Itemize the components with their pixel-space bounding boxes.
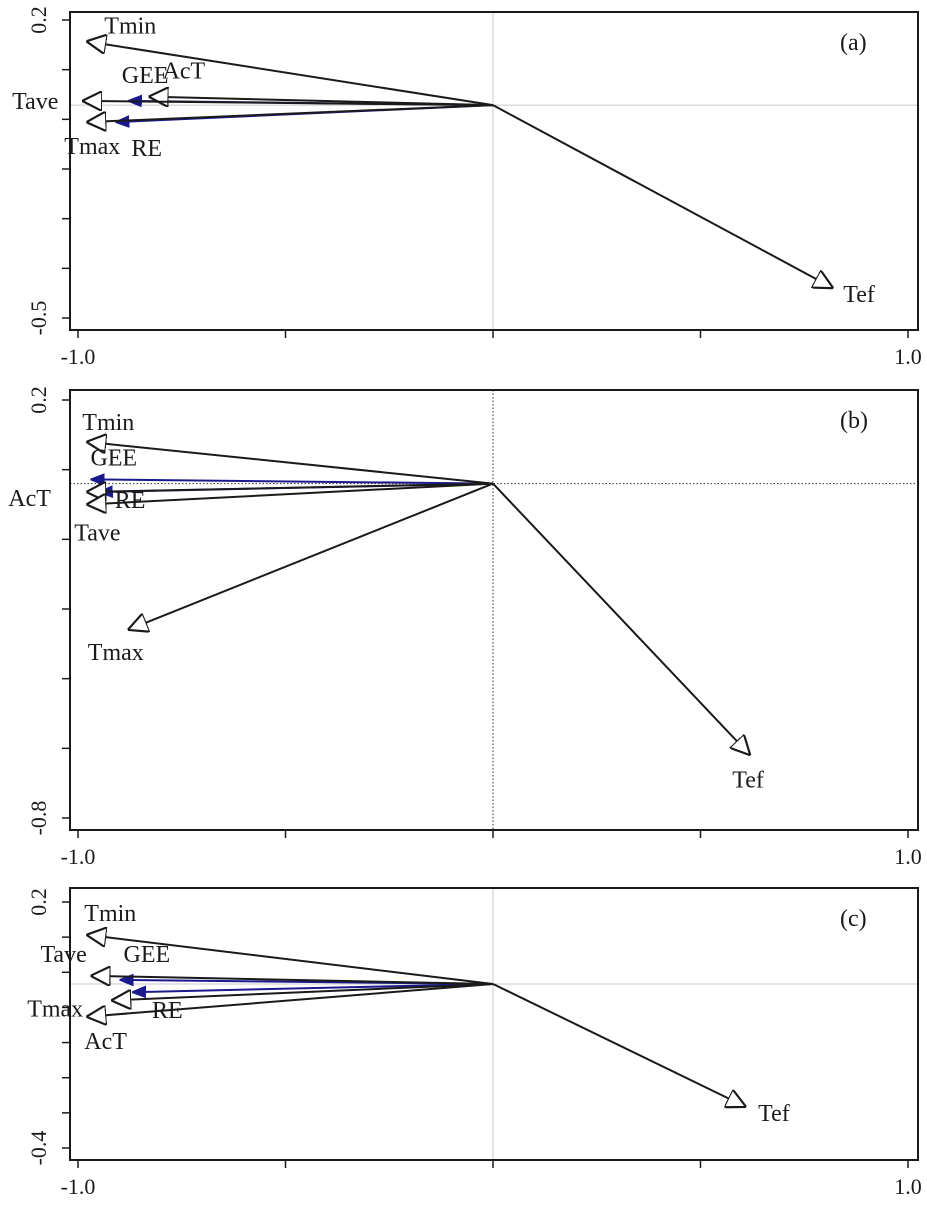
y-tick-label: -0.5 <box>26 301 51 336</box>
species-arrow-gee <box>90 479 494 483</box>
y-tick-label: -0.8 <box>26 801 51 836</box>
env-arrow-tef <box>492 983 746 1107</box>
panel-label: (c) <box>840 906 867 932</box>
label-gee: GEE <box>124 942 171 968</box>
env-arrow-tmax <box>111 983 494 1000</box>
label-re: RE <box>152 998 183 1024</box>
env-arrow-tmin <box>86 935 494 985</box>
label-act: AcT <box>84 1029 127 1055</box>
env-arrow-tave <box>86 482 494 505</box>
env-arrow-tave <box>90 976 494 984</box>
label-re: RE <box>131 136 162 162</box>
plot-frame <box>69 11 919 331</box>
x-tick-label: 1.0 <box>894 1174 922 1199</box>
label-tef: Tef <box>843 282 875 308</box>
label-tmax: Tmax <box>64 134 120 160</box>
label-tave: Tave <box>12 89 58 115</box>
y-tick-label: 0.2 <box>26 6 51 34</box>
x-tick-label: -1.0 <box>61 1174 96 1199</box>
label-tmax: Tmax <box>88 640 144 666</box>
label-re: RE <box>115 488 146 514</box>
env-arrow-tave <box>82 101 494 105</box>
label-gee: GEE <box>90 445 137 471</box>
label-tef: Tef <box>732 767 764 793</box>
x-tick-label: 1.0 <box>894 844 922 869</box>
env-arrow-tmin <box>86 41 494 107</box>
env-arrow-tmax <box>86 104 494 122</box>
x-tick-label: -1.0 <box>61 844 96 869</box>
panel-label: (b) <box>840 408 868 434</box>
label-tmax: Tmax <box>27 996 83 1022</box>
label-tmin: Tmin <box>84 901 136 927</box>
label-tave: Tave <box>40 942 86 968</box>
label-act: AcT <box>163 59 206 85</box>
plot-frame <box>69 389 919 831</box>
panel-label: (a) <box>840 30 867 56</box>
env-arrow-tmax <box>128 482 494 630</box>
env-arrow-tmin <box>86 442 494 485</box>
label-gee: GEE <box>122 63 169 89</box>
species-arrow-re <box>132 983 494 992</box>
label-tmin: Tmin <box>82 410 134 436</box>
y-tick-label: -0.4 <box>26 1131 51 1166</box>
env-arrow-tef <box>492 104 833 288</box>
env-arrow-tef <box>492 482 750 756</box>
label-tef: Tef <box>758 1101 790 1127</box>
env-arrow-act <box>86 983 494 1017</box>
x-tick-label: -1.0 <box>61 344 96 369</box>
label-tave: Tave <box>74 521 120 547</box>
y-tick-label: 0.2 <box>26 386 51 414</box>
label-tmin: Tmin <box>104 13 156 39</box>
plot-frame <box>69 887 919 1161</box>
env-arrow-act <box>86 484 494 492</box>
y-tick-label: 0.2 <box>26 888 51 916</box>
label-act: AcT <box>8 486 51 512</box>
x-tick-label: 1.0 <box>894 344 922 369</box>
panel-b: -1.0 1.0 0.2 -0.8 (b) Tmin AcT Tave Tmax Tef GEE RE <box>8 386 921 869</box>
